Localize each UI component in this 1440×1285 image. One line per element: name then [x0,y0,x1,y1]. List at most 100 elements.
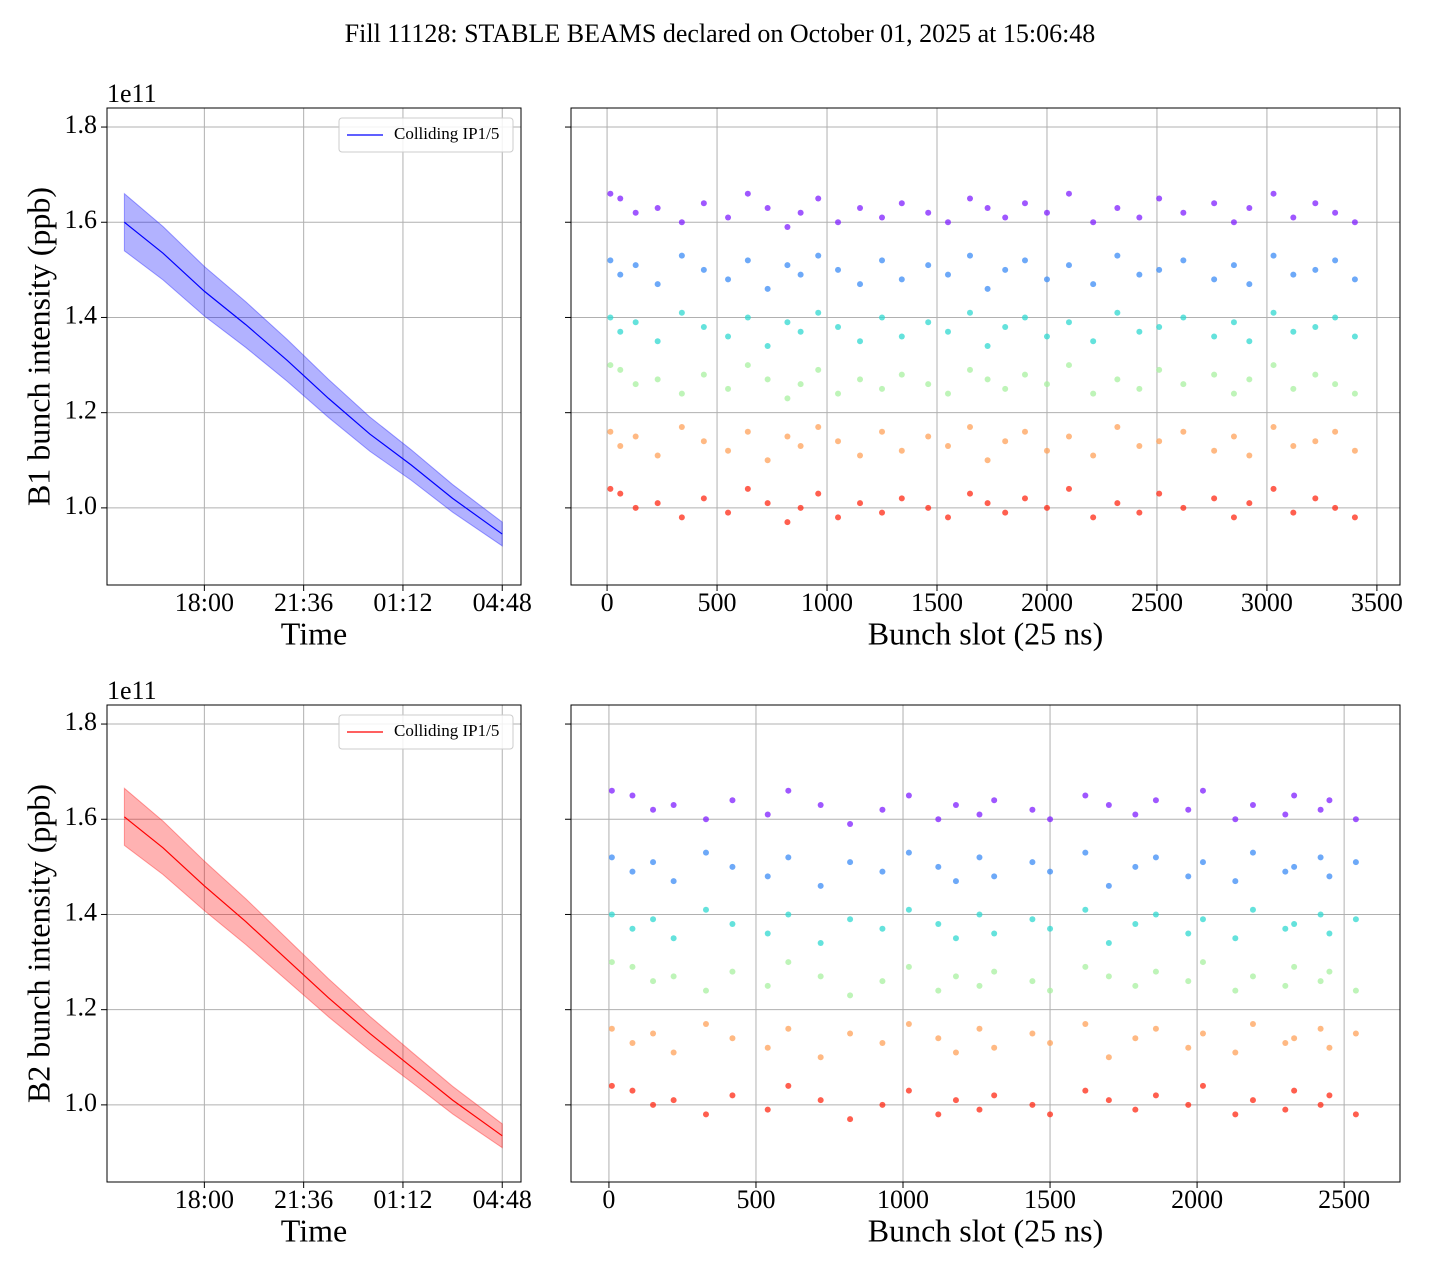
scatter-point [1090,390,1097,397]
scatter-point [991,930,998,937]
scatter-point [1002,266,1009,273]
scatter-point [966,195,973,202]
scatter-point [935,920,942,927]
scatter-point [925,433,932,440]
scatter-point [1021,200,1028,207]
legend: Colliding IP1/5 [338,714,514,750]
scatter-point [1114,309,1121,316]
scatter-point [632,262,639,269]
scatter-point [1105,1097,1112,1104]
scatter-point [1291,863,1298,870]
scatter-point [817,882,824,889]
x-tick-label: 2500 [1318,1185,1370,1214]
scatter-point [991,1092,998,1099]
scatter-point [617,366,624,373]
scatter-point [608,959,615,966]
scatter-point [1270,252,1277,259]
scatter-point [1317,854,1324,861]
scatter-point [952,973,959,980]
scatter-point [1114,376,1121,383]
scatter-point [1351,219,1358,226]
scatter-point [1065,319,1072,326]
scatter-point [817,1054,824,1061]
scatter-point [815,252,822,259]
scatter-point [785,1082,792,1089]
scatter-point [654,204,661,211]
scatter-point [944,328,951,335]
scatter-point [617,490,624,497]
scatter-point [1282,982,1289,989]
scatter-point [1185,930,1192,937]
scatter-point [1156,266,1163,273]
scatter-point [650,859,657,866]
scatter-point [670,1097,677,1104]
scatter-point [654,500,661,507]
scatter-point [764,982,771,989]
scatter-point [835,323,842,330]
scatter-point [952,1097,959,1104]
x-tick-label: 01:12 [373,588,432,617]
scatter-point [1132,863,1139,870]
scatter-point [898,371,905,378]
scatter-point [702,849,709,856]
scatter-point [935,1035,942,1042]
scatter-point [784,433,791,440]
scatter-point [1290,271,1297,278]
scatter-point [976,982,983,989]
scatter-point [1152,911,1159,918]
scatter-point [700,495,707,502]
scatter-point [952,878,959,885]
scatter-point [1326,930,1333,937]
scatter-point [1230,390,1237,397]
scatter-point [1326,968,1333,975]
scatter-point [1282,868,1289,875]
scatter-point [879,214,886,221]
scatter-point [905,1087,912,1094]
y-tick-label: 1.4 [65,300,98,329]
scatter-point [925,319,932,326]
scatter-point [1312,266,1319,273]
scatter-point [632,209,639,216]
scatter-point [879,1039,886,1046]
scatter-point [1156,323,1163,330]
scatter-point [1114,252,1121,259]
x-tick-label: 3500 [1351,588,1403,617]
x-tick-label: 1500 [1024,1185,1076,1214]
x-tick-label: 2000 [1021,588,1073,617]
scatter-point [1156,195,1163,202]
scatter-point [1246,338,1253,345]
scatter-point [764,873,771,880]
scatter-point [835,438,842,445]
subplot: 0 500 1000 1500 2000 2500 Bunch slot (25 ns) [565,704,1401,1248]
x-axis-label: Time [281,1212,347,1248]
scatter-point [1249,849,1256,856]
scatter-point [1105,973,1112,980]
scatter-point [1270,309,1277,316]
scatter-point [857,204,864,211]
scatter-point [1029,806,1036,813]
scatter-point [1291,1035,1298,1042]
scatter-point [1232,816,1239,823]
scatter-point [678,514,685,521]
scatter-point [629,792,636,799]
scatter-point [1047,987,1054,994]
scatter-point [617,271,624,278]
scatter-point [1185,1044,1192,1051]
x-axis-label: Bunch slot (25 ns) [868,1212,1104,1248]
scatter-point [678,423,685,430]
scatter-point [1351,447,1358,454]
scatter-point [1317,1025,1324,1032]
scatter-point [764,343,771,350]
scatter-point [817,1097,824,1104]
scatter-point [1156,366,1163,373]
scatter-point [1047,1111,1054,1118]
scatter-point [725,509,732,516]
scatter-point [1199,859,1206,866]
scatter-point [817,973,824,980]
scatter-point [944,390,951,397]
scatter-point [764,376,771,383]
scatter-point [925,262,932,269]
scatter-point [991,1044,998,1051]
subplot: 18:00 21:36 01:12 04:48 1.0 1.2 1.4 1.6 1.8 Time B… [20,676,532,1248]
scatter-point [729,863,736,870]
